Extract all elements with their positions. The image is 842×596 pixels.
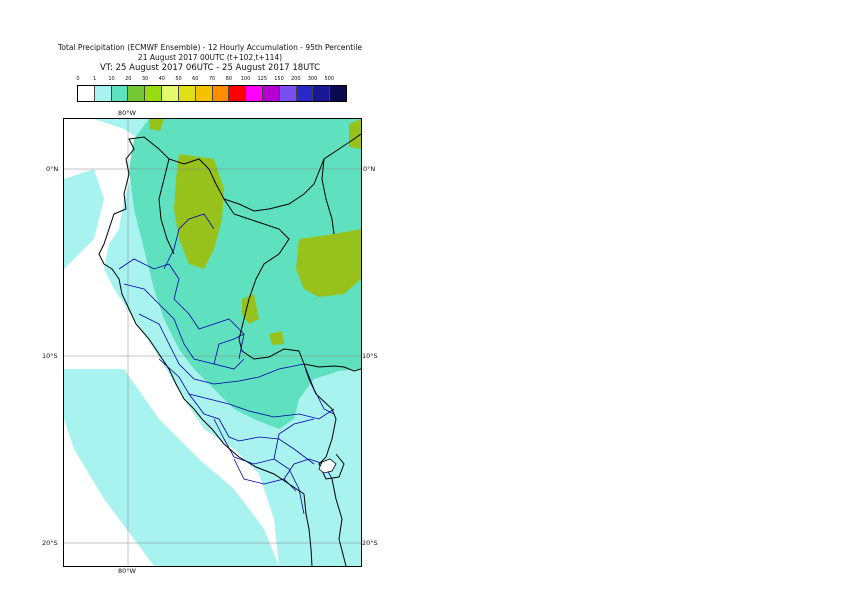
- lat-label-right-10: 10°S: [362, 352, 378, 360]
- lat-label-left-20: 20°S: [42, 539, 58, 547]
- legend-label: 200: [290, 76, 301, 82]
- legend-label: 10: [108, 76, 115, 82]
- legend-label: 500: [324, 76, 335, 82]
- lon-label-top: 80°W: [118, 109, 136, 117]
- color-legend: 0 1 10 20 30 40 50 60 70 80 100 125 150 200 300 500: [76, 76, 357, 102]
- legend-swatch: [162, 86, 179, 101]
- chart-title: Total Precipitation (ECMWF Ensemble) - 1…: [58, 43, 362, 52]
- legend-swatch: [94, 86, 112, 101]
- legend-swatch: [212, 86, 230, 101]
- lat-label-right-20: 20°S: [362, 539, 378, 547]
- legend-label: 50: [175, 76, 182, 82]
- legend-label: 70: [208, 76, 216, 82]
- lat-label-left-0: 0°N: [46, 165, 59, 173]
- legend-label: 100: [240, 76, 251, 82]
- admin-borders: [118, 213, 335, 515]
- legend-label: 125: [257, 76, 268, 82]
- precipitation-map: [63, 118, 362, 567]
- map-canvas: [64, 119, 361, 566]
- legend-bar: [77, 85, 347, 102]
- legend-label: 1: [93, 76, 97, 82]
- lat-label-right-0: 0°N: [363, 165, 376, 173]
- legend-swatch: [145, 86, 163, 101]
- legend-label: 0: [76, 76, 80, 82]
- legend-swatch: [128, 86, 146, 101]
- legend-label: 150: [274, 76, 284, 82]
- lat-label-left-10: 10°S: [42, 352, 58, 360]
- legend-swatch: [330, 86, 346, 101]
- precip-fill-green: [149, 119, 361, 345]
- legend-label: 80: [225, 76, 232, 82]
- legend-label: 20: [125, 76, 132, 82]
- legend-swatch: [313, 86, 331, 101]
- legend-swatch: [279, 86, 297, 101]
- legend-label: 30: [141, 76, 149, 82]
- valid-time: VT: 25 August 2017 06UTC - 25 August 201…: [99, 63, 321, 73]
- lon-label-bottom: 80°W: [118, 567, 136, 575]
- legend-swatch: [296, 86, 314, 101]
- legend-swatch: [111, 86, 129, 101]
- lake-titicaca: [318, 458, 337, 474]
- legend-swatch: [229, 86, 247, 101]
- legend-labels: 0 1 10 20 30 40 50 60 70 80 100 125 150 200 300 500: [76, 76, 357, 84]
- legend-swatch: [195, 86, 213, 101]
- legend-swatch: [178, 86, 196, 101]
- legend-swatch: [246, 86, 263, 101]
- legend-swatch: [78, 86, 95, 101]
- legend-swatch: [262, 86, 280, 101]
- legend-label: 300: [307, 76, 318, 82]
- legend-label: 60: [192, 76, 199, 82]
- country-borders: [98, 133, 361, 566]
- run-time: 21 August 2017 00UTC (t+102,t+114): [137, 53, 283, 62]
- legend-label: 40: [158, 76, 165, 82]
- graticule: [64, 119, 361, 566]
